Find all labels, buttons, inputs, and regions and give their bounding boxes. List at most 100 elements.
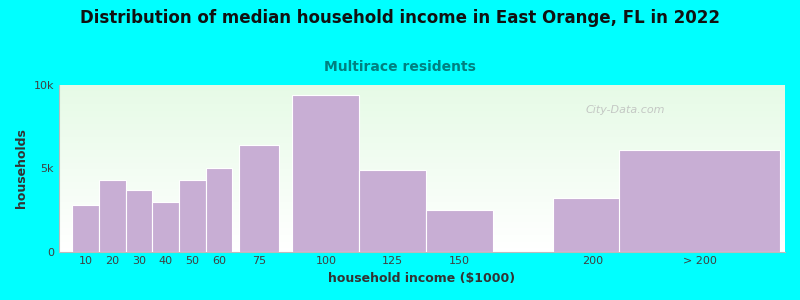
Bar bbox=[239, 145, 279, 252]
Bar bbox=[59, 156, 785, 157]
Bar bbox=[59, 107, 785, 108]
Bar bbox=[59, 241, 785, 242]
Bar bbox=[59, 167, 785, 168]
Bar bbox=[59, 165, 785, 166]
Bar bbox=[59, 86, 785, 87]
Bar bbox=[59, 122, 785, 123]
Bar bbox=[59, 155, 785, 156]
Bar bbox=[59, 237, 785, 238]
Bar bbox=[59, 85, 785, 86]
Bar bbox=[59, 251, 785, 252]
Bar bbox=[59, 95, 785, 96]
Bar bbox=[59, 173, 785, 174]
Bar bbox=[59, 109, 785, 110]
Bar bbox=[59, 131, 785, 132]
Bar bbox=[59, 218, 785, 219]
Bar bbox=[59, 205, 785, 206]
Bar bbox=[59, 116, 785, 117]
Bar bbox=[59, 189, 785, 190]
Bar bbox=[59, 239, 785, 240]
Bar bbox=[59, 194, 785, 195]
Bar bbox=[59, 88, 785, 89]
Bar bbox=[206, 168, 233, 252]
Bar bbox=[59, 172, 785, 173]
Bar bbox=[553, 198, 633, 252]
Bar bbox=[59, 224, 785, 225]
Bar bbox=[59, 97, 785, 98]
Bar bbox=[59, 188, 785, 189]
Bar bbox=[59, 190, 785, 191]
Bar bbox=[59, 186, 785, 187]
Bar bbox=[59, 148, 785, 149]
Bar bbox=[59, 207, 785, 208]
Bar bbox=[59, 220, 785, 221]
Bar bbox=[59, 217, 785, 218]
Bar bbox=[59, 245, 785, 246]
Bar bbox=[59, 212, 785, 213]
Bar bbox=[59, 121, 785, 122]
Bar bbox=[59, 244, 785, 245]
Bar bbox=[59, 183, 785, 184]
Bar bbox=[59, 159, 785, 160]
Bar bbox=[59, 195, 785, 196]
Bar bbox=[59, 185, 785, 186]
Bar bbox=[59, 248, 785, 249]
Bar bbox=[59, 208, 785, 209]
Bar bbox=[59, 151, 785, 152]
Bar bbox=[59, 235, 785, 236]
Bar bbox=[59, 204, 785, 205]
Bar bbox=[59, 219, 785, 220]
Bar bbox=[59, 203, 785, 204]
Bar bbox=[59, 117, 785, 118]
Bar bbox=[59, 96, 785, 97]
Bar bbox=[59, 200, 785, 201]
Bar bbox=[59, 99, 785, 100]
Bar bbox=[59, 136, 785, 137]
Bar bbox=[59, 179, 785, 180]
Bar bbox=[59, 106, 785, 107]
Bar bbox=[59, 157, 785, 158]
Bar bbox=[59, 147, 785, 148]
Bar bbox=[99, 180, 126, 252]
Bar bbox=[59, 216, 785, 217]
Bar bbox=[59, 138, 785, 139]
Bar bbox=[59, 169, 785, 170]
Bar bbox=[59, 149, 785, 150]
Bar bbox=[59, 184, 785, 185]
Bar bbox=[59, 118, 785, 119]
Bar bbox=[59, 209, 785, 210]
Bar bbox=[59, 201, 785, 202]
Bar bbox=[59, 140, 785, 141]
Bar bbox=[59, 192, 785, 193]
Bar bbox=[59, 92, 785, 93]
Bar bbox=[59, 141, 785, 142]
Bar bbox=[59, 181, 785, 182]
Bar bbox=[59, 132, 785, 133]
Bar bbox=[59, 133, 785, 134]
Bar bbox=[59, 112, 785, 113]
Bar bbox=[59, 202, 785, 203]
Bar bbox=[59, 196, 785, 197]
Bar bbox=[59, 175, 785, 176]
Bar bbox=[59, 135, 785, 136]
Bar bbox=[59, 206, 785, 207]
Bar bbox=[59, 160, 785, 161]
Bar bbox=[59, 105, 785, 106]
Bar bbox=[152, 202, 179, 252]
Bar bbox=[59, 113, 785, 114]
Bar bbox=[59, 234, 785, 235]
Y-axis label: households: households bbox=[15, 128, 28, 208]
Bar bbox=[59, 129, 785, 130]
Bar bbox=[59, 213, 785, 214]
Bar bbox=[59, 134, 785, 135]
Bar bbox=[59, 152, 785, 153]
Bar bbox=[59, 101, 785, 102]
Bar bbox=[59, 223, 785, 224]
Bar bbox=[59, 137, 785, 138]
Bar bbox=[59, 145, 785, 146]
Bar bbox=[59, 130, 785, 131]
Bar bbox=[59, 143, 785, 144]
X-axis label: household income ($1000): household income ($1000) bbox=[328, 272, 515, 285]
Bar bbox=[59, 176, 785, 177]
Bar bbox=[59, 102, 785, 103]
